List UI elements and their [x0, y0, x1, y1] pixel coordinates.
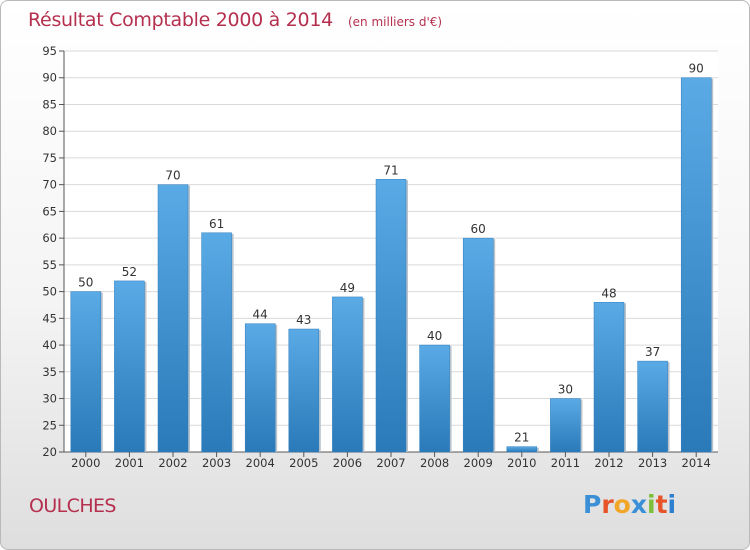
x-tick-label: 2012	[594, 456, 623, 470]
y-tick-label: 65	[42, 204, 57, 218]
logo-letter: t	[655, 490, 668, 519]
logo-letter: i	[647, 490, 656, 519]
y-tick-label: 50	[42, 285, 57, 299]
x-tick-label: 2011	[551, 456, 580, 470]
bar	[375, 179, 407, 453]
chart-title: Résultat Comptable 2000 à 2014	[28, 9, 333, 31]
bar	[550, 398, 581, 453]
bar-value-label: 71	[383, 163, 398, 177]
bar-value-label: 48	[601, 286, 616, 300]
y-tick-label: 40	[42, 338, 57, 352]
x-tick-label: 2010	[507, 456, 536, 470]
bar-value-label: 43	[296, 313, 311, 327]
x-tick-label: 2007	[376, 456, 405, 470]
bar-value-label: 44	[253, 308, 268, 322]
x-tick-label: 2008	[420, 456, 449, 470]
y-tick-label: 85	[42, 97, 57, 111]
bar	[70, 291, 102, 453]
bar	[288, 328, 320, 453]
bar	[157, 184, 189, 453]
bar	[201, 232, 232, 453]
bar	[637, 360, 668, 453]
y-tick-label: 70	[42, 178, 57, 192]
bar	[419, 344, 450, 453]
logo-letter: x	[630, 490, 647, 519]
x-tick-label: 2001	[115, 456, 144, 470]
y-tick-label: 20	[42, 445, 57, 459]
y-tick-label: 55	[42, 258, 57, 272]
bar-value-label: 70	[165, 169, 180, 183]
bar	[506, 446, 538, 453]
bar	[680, 77, 712, 453]
y-tick-label: 30	[42, 392, 57, 406]
x-tick-label: 2014	[682, 456, 711, 470]
bar	[593, 302, 625, 453]
chart-title-row: Résultat Comptable 2000 à 2014 (en milli…	[28, 9, 442, 31]
y-tick-label: 90	[42, 71, 57, 85]
y-tick-label: 75	[42, 151, 57, 165]
x-tick-label: 2009	[464, 456, 493, 470]
chart-unit: (en milliers d'€)	[347, 15, 443, 29]
bar-value-label: 49	[340, 281, 355, 295]
bar	[462, 237, 494, 453]
place-name: OULCHES	[29, 495, 116, 517]
x-tick-label: 2005	[289, 456, 318, 470]
bar-value-label: 30	[558, 383, 573, 397]
logo-letter: P	[583, 490, 602, 519]
logo-letter: o	[613, 490, 631, 519]
y-tick-label: 60	[42, 231, 57, 245]
bar-value-label: 37	[645, 345, 660, 359]
bar-value-label: 60	[471, 222, 486, 236]
x-tick-label: 2004	[246, 456, 275, 470]
logo-letter: i	[667, 490, 677, 519]
bar-value-label: 21	[514, 431, 529, 445]
bar-value-label: 61	[209, 217, 224, 231]
bar-value-label: 90	[689, 62, 704, 76]
x-tick-label: 2002	[158, 456, 187, 470]
bar	[332, 296, 363, 453]
y-tick-label: 80	[42, 124, 57, 138]
x-tick-label: 2000	[71, 456, 100, 470]
bar-value-label: 40	[427, 329, 442, 343]
proxiti-logo: Proxiti	[583, 490, 676, 519]
y-tick-label: 35	[42, 365, 57, 379]
logo-letter: r	[601, 490, 614, 519]
bar-value-label: 52	[122, 265, 137, 279]
x-tick-label: 2013	[638, 456, 667, 470]
x-tick-label: 2006	[333, 456, 362, 470]
x-tick-label: 2003	[202, 456, 231, 470]
bar-value-label: 50	[78, 276, 93, 290]
bar	[244, 323, 276, 453]
y-tick-label: 95	[42, 44, 57, 58]
y-tick-label: 25	[42, 418, 57, 432]
y-tick-label: 45	[42, 311, 57, 325]
bar	[114, 280, 145, 453]
